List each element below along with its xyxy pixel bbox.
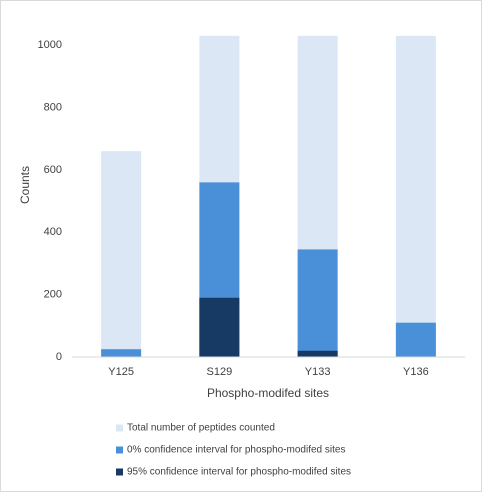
y-tick-label: 1000 xyxy=(38,39,62,51)
legend-swatch xyxy=(116,446,123,454)
legend-swatch xyxy=(116,468,123,476)
y-tick-label: 400 xyxy=(44,226,62,238)
bar xyxy=(199,297,240,357)
y-tick-label: 800 xyxy=(44,101,62,113)
legend-label: Total number of peptides counted xyxy=(127,423,275,434)
bar xyxy=(297,350,338,357)
x-axis-title: Phospho-modifed sites xyxy=(207,386,329,400)
x-tick-label: Y125 xyxy=(108,366,134,378)
x-tick-label: Y136 xyxy=(403,366,429,378)
bar xyxy=(395,35,436,358)
y-axis-title: Counts xyxy=(18,166,32,204)
y-tick-label: 200 xyxy=(44,289,62,301)
bar xyxy=(395,322,436,357)
bar xyxy=(101,151,142,357)
y-tick-label: 0 xyxy=(56,351,62,363)
bar xyxy=(101,349,142,357)
y-tick-label: 600 xyxy=(44,164,62,176)
legend-label: 0% confidence interval for phospho-modif… xyxy=(127,445,345,456)
x-tick-label: S129 xyxy=(207,366,233,378)
legend-label: 95% confidence interval for phospho-modi… xyxy=(127,467,351,478)
bar xyxy=(297,249,338,357)
x-tick-label: Y133 xyxy=(305,366,331,378)
legend-swatch xyxy=(116,424,123,432)
